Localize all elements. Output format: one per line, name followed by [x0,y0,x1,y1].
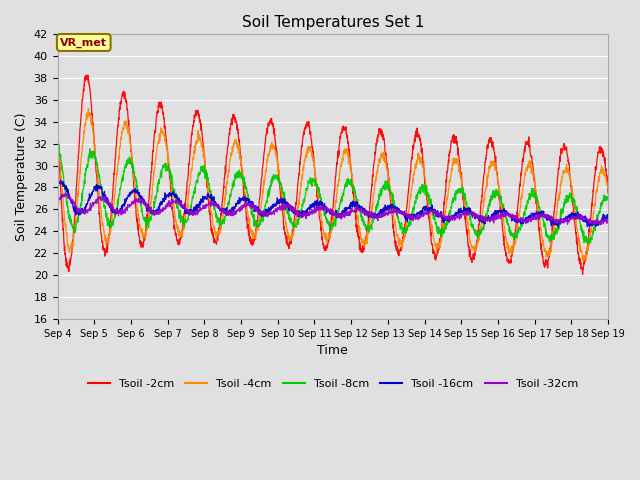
X-axis label: Time: Time [317,344,348,357]
Text: VR_met: VR_met [60,37,108,48]
Title: Soil Temperatures Set 1: Soil Temperatures Set 1 [242,15,424,30]
Legend: Tsoil -2cm, Tsoil -4cm, Tsoil -8cm, Tsoil -16cm, Tsoil -32cm: Tsoil -2cm, Tsoil -4cm, Tsoil -8cm, Tsoi… [83,374,582,393]
Y-axis label: Soil Temperature (C): Soil Temperature (C) [15,112,28,241]
